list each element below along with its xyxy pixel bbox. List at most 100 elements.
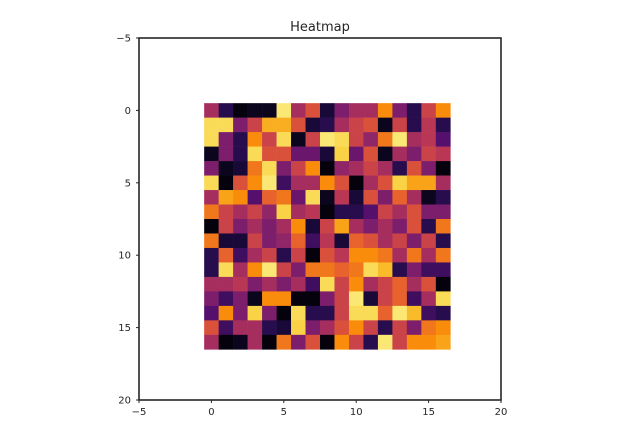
heatmap-cell [262,291,277,307]
heatmap-cell [218,132,234,147]
heatmap-cell [334,320,350,336]
heatmap-cell [262,334,277,350]
heatmap-cell [392,146,408,162]
heatmap-cell [363,204,379,220]
heatmap-cell [247,190,263,205]
heatmap-cell [334,175,350,191]
x-tick-label: 20 [495,407,508,418]
heatmap-cell [421,161,437,176]
heatmap-cell [421,247,437,263]
heatmap-cell [435,320,451,336]
heatmap-cell [262,175,277,191]
heatmap-cell [262,132,277,147]
heatmap-cell [247,334,263,350]
x-tick-label: −5 [132,407,147,418]
heatmap-cell [334,190,350,205]
heatmap-cell [377,276,393,292]
heatmap-cell [204,262,219,278]
x-tick-label: 0 [208,407,214,418]
heatmap-cell [247,320,263,336]
heatmap-cell [363,190,379,205]
heatmap-cell [305,334,321,350]
heatmap-cell [406,320,422,336]
heatmap-cell [305,204,321,220]
heatmap-cell [348,291,364,307]
heatmap-cell [421,146,437,162]
heatmap-cell [291,175,306,191]
heatmap-cell [392,103,408,118]
heatmap-cell [392,305,408,321]
heatmap-cell [406,117,422,133]
heatmap-cell [435,103,451,118]
heatmap-cell [435,262,451,278]
heatmap-cell [421,204,437,220]
heatmap-cell [348,320,364,336]
heatmap-cell [276,320,292,336]
heatmap-cell [406,262,422,278]
heatmap-cell [233,291,248,307]
heatmap-cell [320,103,335,118]
heatmap-cell [377,204,393,220]
heatmap-cell [262,204,277,220]
heatmap-cell [247,291,263,307]
heatmap-cell [291,161,306,176]
heatmap-cell [406,190,422,205]
heatmap-cell [348,219,364,234]
heatmap-cell [218,117,234,133]
heatmap-cell [421,334,437,350]
heatmap-cell [334,334,350,350]
heatmap-cell [320,117,335,133]
heatmap-cell [233,262,248,278]
heatmap-cell [204,146,219,162]
heatmap-cell [305,305,321,321]
heatmap-cell [435,161,451,176]
heatmap-cell [421,291,437,307]
heatmap-cell [320,276,335,292]
x-axis-ticks: −5 0 5 10 15 20 [132,400,508,418]
heatmap-cell [334,117,350,133]
chart-title: Heatmap [290,20,350,35]
heatmap-cell [435,132,451,147]
heatmap-cell [406,233,422,249]
heatmap-cell [320,291,335,307]
heatmap-cell [204,219,219,234]
heatmap-cell [363,146,379,162]
heatmap-cell [320,247,335,263]
heatmap-cell [392,247,408,263]
heatmap-cell [421,262,437,278]
heatmap-cell [320,233,335,249]
heatmap-cell [305,146,321,162]
heatmap-cell [247,132,263,147]
heatmap-cell [247,305,263,321]
heatmap-cell [406,291,422,307]
heatmap-cell [233,233,248,249]
heatmap-cell [348,132,364,147]
heatmap-cell [218,103,234,118]
heatmap-cell [262,305,277,321]
heatmap-cell [247,146,263,162]
heatmap-cell [348,190,364,205]
heatmap-cell [334,262,350,278]
heatmap-cell [305,291,321,307]
heatmap-cell [305,132,321,147]
heatmap-cell [204,161,219,176]
heatmap-cell [435,117,451,133]
heatmap-cell [363,262,379,278]
heatmap-cell [406,247,422,263]
heatmap-cell [377,219,393,234]
heatmap-cell [204,247,219,263]
heatmap-cell [421,175,437,191]
heatmap-cell [218,204,234,220]
heatmap-cell [435,190,451,205]
heatmap-cell [406,175,422,191]
heatmap-cell [363,320,379,336]
heatmap-cell [305,320,321,336]
heatmap-cell [247,117,263,133]
heatmap-cell [377,247,393,263]
heatmap-cell [262,146,277,162]
heatmap-cell [276,146,292,162]
heatmap-cell [247,161,263,176]
heatmap-cell [276,262,292,278]
heatmap-cell [276,132,292,147]
